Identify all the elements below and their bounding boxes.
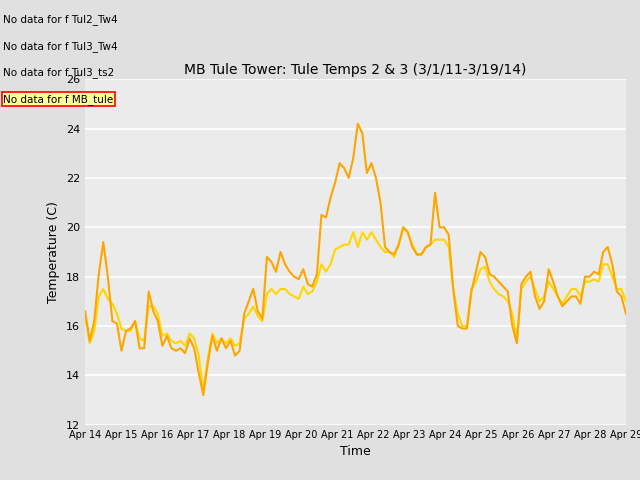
Title: MB Tule Tower: Tule Temps 2 & 3 (3/1/11-3/19/14): MB Tule Tower: Tule Temps 2 & 3 (3/1/11-…: [184, 63, 527, 77]
Tul2_Ts-8: [200, 387, 207, 393]
Text: No data for f Tul2_Tw4: No data for f Tul2_Tw4: [3, 14, 118, 25]
Y-axis label: Temperature (C): Temperature (C): [47, 201, 60, 303]
Tul2_Ts-8: [622, 299, 630, 304]
Tul2_Ts-2: [200, 392, 207, 398]
Tul2_Ts-2: [231, 353, 239, 359]
Tul2_Ts-8: [399, 225, 407, 230]
Text: No data for f MB_tule: No data for f MB_tule: [3, 94, 113, 105]
Tul2_Ts-8: [463, 323, 470, 329]
Tul2_Ts-8: [231, 343, 239, 348]
Tul2_Ts-8: [613, 286, 621, 292]
Tul2_Ts-8: [195, 353, 203, 359]
Tul2_Ts-2: [390, 252, 398, 257]
Text: No data for f Tul3_Tw4: No data for f Tul3_Tw4: [3, 41, 118, 52]
Tul2_Ts-2: [195, 370, 203, 376]
Tul2_Ts-2: [622, 311, 630, 317]
Tul2_Ts-8: [386, 249, 394, 255]
Tul2_Ts-2: [613, 288, 621, 294]
Tul2_Ts-2: [354, 121, 362, 127]
Text: No data for f Tul3_ts2: No data for f Tul3_ts2: [3, 67, 115, 78]
Tul2_Ts-8: [81, 313, 89, 319]
Tul2_Ts-2: [518, 281, 525, 287]
Line: Tul2_Ts-8: Tul2_Ts-8: [85, 228, 626, 390]
Line: Tul2_Ts-2: Tul2_Ts-2: [85, 124, 626, 395]
Tul2_Ts-2: [463, 325, 470, 331]
Tul2_Ts-8: [518, 286, 525, 292]
X-axis label: Time: Time: [340, 445, 371, 458]
Tul2_Ts-2: [81, 308, 89, 314]
